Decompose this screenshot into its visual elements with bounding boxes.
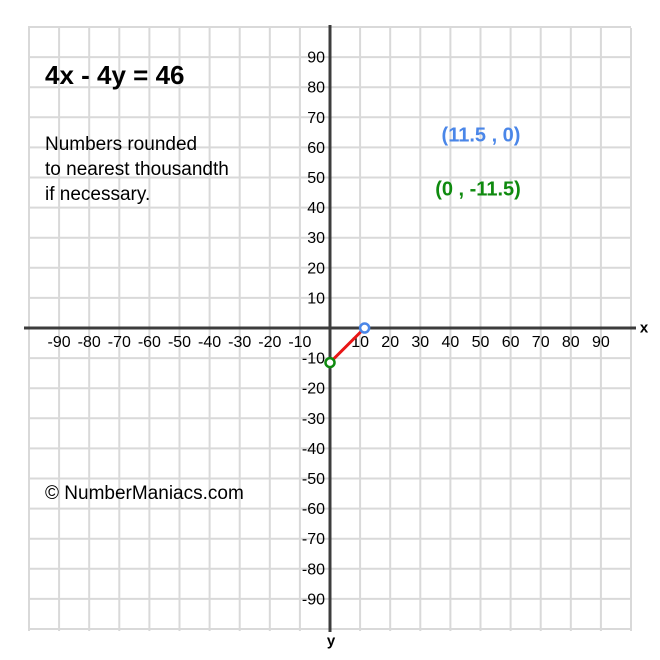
y-tick-label: -70 xyxy=(302,531,325,548)
y-tick-label: -10 xyxy=(302,351,325,368)
x-intercept-label: (11.5 , 0) xyxy=(441,124,521,147)
x-tick-label: 20 xyxy=(381,334,399,351)
y-tick-label: -20 xyxy=(302,381,325,398)
y-tick-label: 10 xyxy=(307,290,325,307)
solution-segment xyxy=(328,326,367,365)
x-tick-label: -10 xyxy=(288,334,311,351)
y-tick-label: 50 xyxy=(307,170,325,187)
y-intercept-point xyxy=(324,356,336,369)
y-tick-label: 60 xyxy=(307,140,325,157)
x-tick-label: 40 xyxy=(442,334,460,351)
x-tick-label: 30 xyxy=(411,334,429,351)
watermark: © NumberManiacs.com xyxy=(45,483,244,504)
x-tick-label: 70 xyxy=(532,334,550,351)
x-intercept-point xyxy=(358,322,371,334)
y-tick-label: -90 xyxy=(302,591,325,608)
y-tick-label: 20 xyxy=(307,260,325,277)
x-tick-label: 50 xyxy=(472,334,490,351)
rounding-note-line-3: if necessary. xyxy=(45,184,151,205)
x-tick-label: 90 xyxy=(592,334,610,351)
y-intercept-label: (0 , -11.5) xyxy=(435,178,521,201)
x-tick-label: -30 xyxy=(228,334,251,351)
y-tick-label: 30 xyxy=(307,230,325,247)
x-tick-label: -70 xyxy=(108,334,131,351)
x-tick-label: -80 xyxy=(78,334,101,351)
x-tick-label: -60 xyxy=(138,334,161,351)
x-tick-label: -90 xyxy=(48,334,71,351)
x-tick-label: -40 xyxy=(198,334,221,351)
y-tick-label: -30 xyxy=(302,411,325,428)
y-tick-label: -40 xyxy=(302,441,325,458)
y-tick-label: 80 xyxy=(307,80,325,97)
rounding-note: Numbers rounded to nearest thousandth if… xyxy=(45,132,229,207)
x-tick-label: 80 xyxy=(562,334,580,351)
y-tick-label: -60 xyxy=(302,501,325,518)
x-tick-label: -50 xyxy=(168,334,191,351)
y-axis-letter: y xyxy=(326,632,336,650)
x-tick-label: 60 xyxy=(502,334,520,351)
equation-title: 4x - 4y = 46 xyxy=(45,60,185,90)
y-tick-label: 90 xyxy=(307,50,325,67)
y-tick-label: 40 xyxy=(307,200,325,217)
rounding-note-line-1: Numbers rounded xyxy=(45,134,198,155)
y-tick-label: 70 xyxy=(307,110,325,127)
x-axis-letter: x xyxy=(639,319,649,337)
y-tick-label: -50 xyxy=(302,471,325,488)
x-tick-label: -20 xyxy=(258,334,281,351)
rounding-note-line-2: to nearest thousandth xyxy=(45,159,229,180)
x-tick-label: 10 xyxy=(351,334,369,351)
y-tick-label: -80 xyxy=(302,561,325,578)
